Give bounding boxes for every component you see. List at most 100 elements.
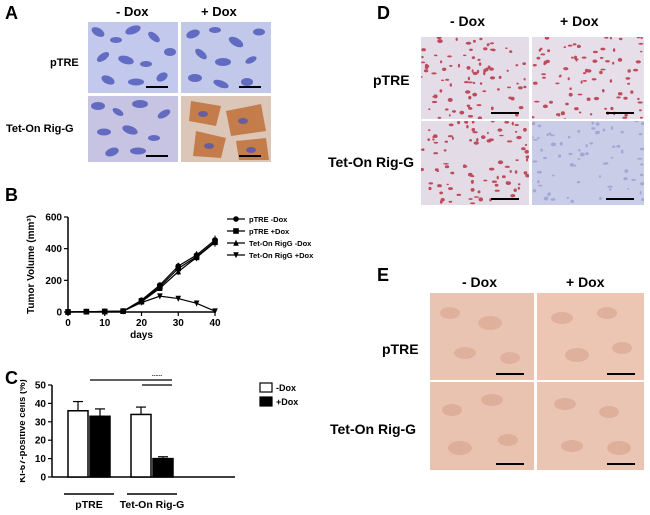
nucleus-speck [577,130,581,133]
nucleus-speck [639,173,644,177]
nucleus-speck [617,58,623,62]
panel-d-row-label-ptre: pTRE [373,72,410,88]
nucleus-speck [477,58,481,61]
panel-letter-d: D [377,3,390,23]
panel-d-col-label-minus-dox: - Dox [450,13,485,29]
nucleus-speck [444,140,448,143]
nucleus-speck [467,172,473,177]
nucleus-speck [450,171,455,175]
nucleus-speck [609,37,613,40]
scale-bar [239,155,261,157]
nucleus-speck [555,82,560,85]
nucleus-speck [612,145,616,148]
nucleus-speck [440,60,443,64]
nucleus-speck [513,188,517,192]
nucleus-speck [467,115,474,118]
nucleus-speck [567,77,570,81]
nucleus-speck [602,128,606,132]
nucleus-speck [465,41,472,45]
nucleus-speck [548,132,552,135]
nucleus-speck [433,152,439,155]
nucleus-speck [641,198,644,202]
x-tick-label: 0 [65,318,71,329]
nucleus-speck [582,80,587,82]
nucleus-speck [523,77,526,81]
nucleus-speck [448,123,454,127]
nucleus-speck [533,189,537,193]
nucleus-speck [637,101,643,104]
nucleus-speck [470,188,475,192]
nucleus-speck [549,100,553,104]
nucleus-speck [576,181,581,184]
data-point [120,308,126,315]
nucleus-speck [509,170,512,173]
nucleus-speck [497,160,504,165]
nucleus-speck [618,92,621,96]
data-point [233,239,239,246]
nucleus-speck [589,142,594,145]
nucleus-speck [514,124,519,126]
nucleus-speck [473,196,480,198]
nucleus-speck [506,69,509,72]
data-point [83,308,90,315]
nucleus-speck [504,165,510,168]
nucleus-speck [551,174,555,177]
y-tick-label: 20 [35,436,47,447]
nucleus-speck [616,96,621,99]
y-tick-label: 200 [45,276,62,287]
nucleus-speck [489,76,496,80]
nucleus-speck [510,96,515,101]
nucleus-speck [605,60,610,63]
nucleus-speck [599,56,604,59]
nucleus-speck [421,76,423,78]
nucleus-speck [469,48,473,51]
nucleus-speck [436,37,442,40]
nucleus-speck [526,158,528,162]
micrograph-e3-svg [430,382,534,470]
x-tick-label: 40 [209,318,221,329]
nucleus-speck [446,183,449,186]
nucleus-speck [580,80,583,84]
micrograph-e1-svg [430,293,534,380]
nucleus-speck [639,191,642,195]
nucleus-speck [625,77,631,80]
nucleus-speck [543,196,549,201]
micrograph-a-teton-plus-dox [181,96,271,162]
nucleus-speck [523,127,527,132]
micrograph-d3-svg [421,121,529,205]
nucleus-speck [605,37,609,39]
ki67-bar-chart: 0 10 20 30 40 50 Ki-67-positive cells (%) *** p… [20,375,298,511]
nucleus-speck [610,156,614,159]
micrograph-a-teton-minus-dox [88,96,178,162]
nucleus-speck [572,43,577,46]
nucleus-speck [463,54,467,57]
scale-bar [607,373,635,375]
nucleus-speck [559,141,563,146]
panel-d-col-label-plus-dox: + Dox [560,13,599,29]
nucleus-speck [591,121,595,125]
bar-group-ptre: pTRE [64,400,114,511]
nucleus-speck [433,54,438,57]
nucleus-speck [515,64,519,67]
nucleus-speck [627,82,631,85]
scale-bar [496,463,524,465]
nucleus-speck [599,70,603,75]
micrograph-a-ptre-plus-dox [181,22,271,93]
nucleus-speck [456,193,462,196]
panel-letter-e: E [377,265,390,285]
nucleus-speck [532,136,534,139]
nucleus-speck [595,122,600,126]
nucleus-speck [511,121,514,126]
data-point [212,239,218,246]
nucleus-speck [547,193,550,197]
nucleus-speck [541,73,546,76]
group-label: pTRE [75,499,102,511]
micrograph-e4-svg [537,382,644,470]
nucleus-speck [472,39,476,43]
nucleus-speck [470,179,474,184]
nucleus-speck [518,86,523,90]
micrograph-d4-svg [532,121,644,205]
nucleus-speck [468,95,472,100]
nucleus-speck [540,53,546,56]
nucleus-speck [558,154,562,158]
